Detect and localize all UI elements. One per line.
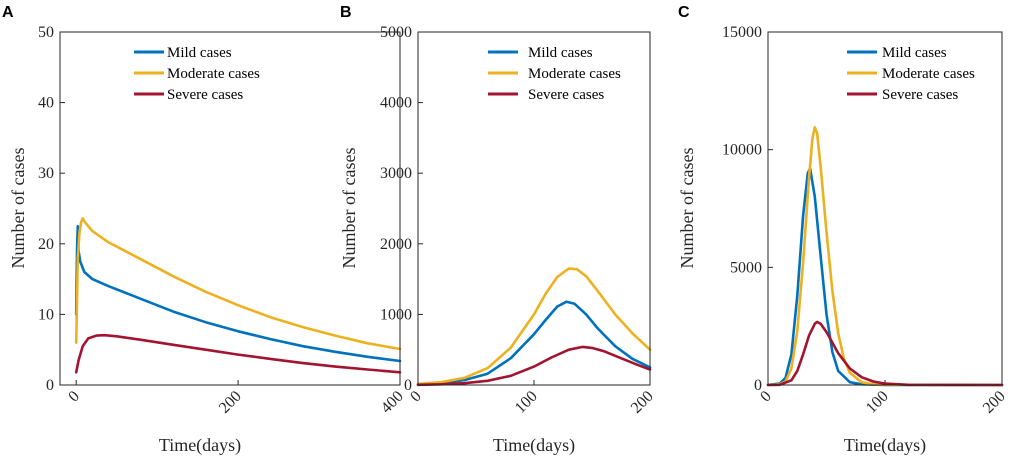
panel-b-x-axis-label: Time(days)	[493, 435, 575, 456]
panel-a-series-moderate-line	[74, 217, 402, 351]
panel-c-y-tick-label: 0	[754, 377, 762, 394]
panel-b-y-tick-label: 5000	[380, 24, 412, 41]
panel-c-ticks: 0 5000 10000 15000 0 100 200	[722, 24, 1009, 417]
panel-b-axes-box	[417, 31, 651, 386]
panel-b-x-tick-label: 0	[407, 388, 425, 406]
legend-moderate-label: Moderate cases	[528, 66, 621, 82]
legend-severe-label: Severe cases	[528, 87, 604, 103]
panel-b: B 0 1000 2000 3000 4000 5000 0 100 200 Time(days…	[339, 4, 657, 456]
panel-a-x-tick-label: 400	[378, 388, 407, 417]
panel-a-x-tick-label: 0	[65, 388, 83, 406]
panel-letter-a: A	[2, 4, 14, 21]
panel-b-legend: Mild cases Moderate cases Severe cases	[488, 45, 621, 103]
panel-b-y-tick-label: 1000	[380, 306, 412, 323]
panel-c-y-tick-label: 15000	[722, 24, 762, 41]
panel-b-x-tick-label: 100	[512, 388, 541, 417]
legend-severe-label: Severe cases	[882, 87, 958, 103]
panel-b-series-severe-line	[416, 345, 652, 387]
panel-c-x-tick-label: 200	[980, 388, 1009, 417]
panel-a-y-axis-label: Number of cases	[8, 148, 28, 269]
panel-a-legend: Mild cases Moderate cases Severe cases	[134, 45, 260, 103]
panel-c-x-tick-label: 0	[757, 388, 775, 406]
panel-a-y-tick-label: 50	[38, 24, 54, 41]
panel-a-y-tick-label: 30	[38, 165, 54, 182]
panel-a-x-tick-label: 200	[216, 388, 245, 417]
panel-c-lines	[766, 126, 1004, 387]
panel-c-y-tick-label: 10000	[722, 142, 762, 159]
panel-a-axes-box	[59, 31, 401, 386]
panel-a-series-severe-line	[74, 333, 402, 374]
panel-letter-b: B	[340, 4, 352, 21]
panel-c-y-tick-label: 5000	[730, 259, 762, 276]
legend-moderate-label: Moderate cases	[167, 66, 260, 82]
panel-c-axes-box	[767, 31, 1003, 386]
panel-a-y-tick-label: 0	[46, 377, 54, 394]
panel-c-series-severe-line	[766, 320, 1004, 387]
panel-b-y-tick-label: 3000	[380, 165, 412, 182]
panel-b-y-tick-label: 2000	[380, 236, 412, 253]
panel-a-lines	[74, 217, 402, 374]
panel-b-series-mild-line	[416, 300, 652, 386]
panel-a-y-tick-label: 40	[38, 95, 54, 112]
panel-c-x-axis-label: Time(days)	[844, 435, 926, 456]
legend-mild-label: Mild cases	[528, 45, 593, 61]
panel-b-series-moderate-line	[416, 267, 652, 386]
panel-b-y-axis-label: Number of cases	[339, 148, 359, 269]
legend-severe-label: Severe cases	[167, 87, 243, 103]
panel-c-x-tick-label: 100	[863, 388, 892, 417]
panel-b-y-tick-label: 4000	[380, 95, 412, 112]
panel-letter-c: C	[678, 4, 690, 21]
panel-c-series-moderate-line	[766, 126, 1004, 387]
panel-b-ticks: 0 1000 2000 3000 4000 5000 0 100 200	[380, 24, 657, 417]
legend-mild-label: Mild cases	[882, 45, 947, 61]
panel-a-y-tick-label: 20	[38, 236, 54, 253]
panel-c-y-axis-label: Number of cases	[677, 148, 697, 269]
panel-b-y-tick-label: 0	[404, 377, 412, 394]
panel-b-x-tick-label: 200	[628, 388, 657, 417]
panel-c-series-mild-line	[766, 167, 1004, 387]
panel-a-y-tick-label: 10	[38, 306, 54, 323]
panel-a-x-axis-label: Time(days)	[159, 435, 241, 456]
panel-c-legend: Mild cases Moderate cases Severe cases	[847, 45, 975, 103]
panel-b-lines	[416, 267, 652, 387]
legend-moderate-label: Moderate cases	[882, 66, 975, 82]
legend-mild-label: Mild cases	[167, 45, 232, 61]
panel-c: C 0 5000 10000 15000 0 100 200 Time(days) Numb…	[677, 4, 1009, 456]
